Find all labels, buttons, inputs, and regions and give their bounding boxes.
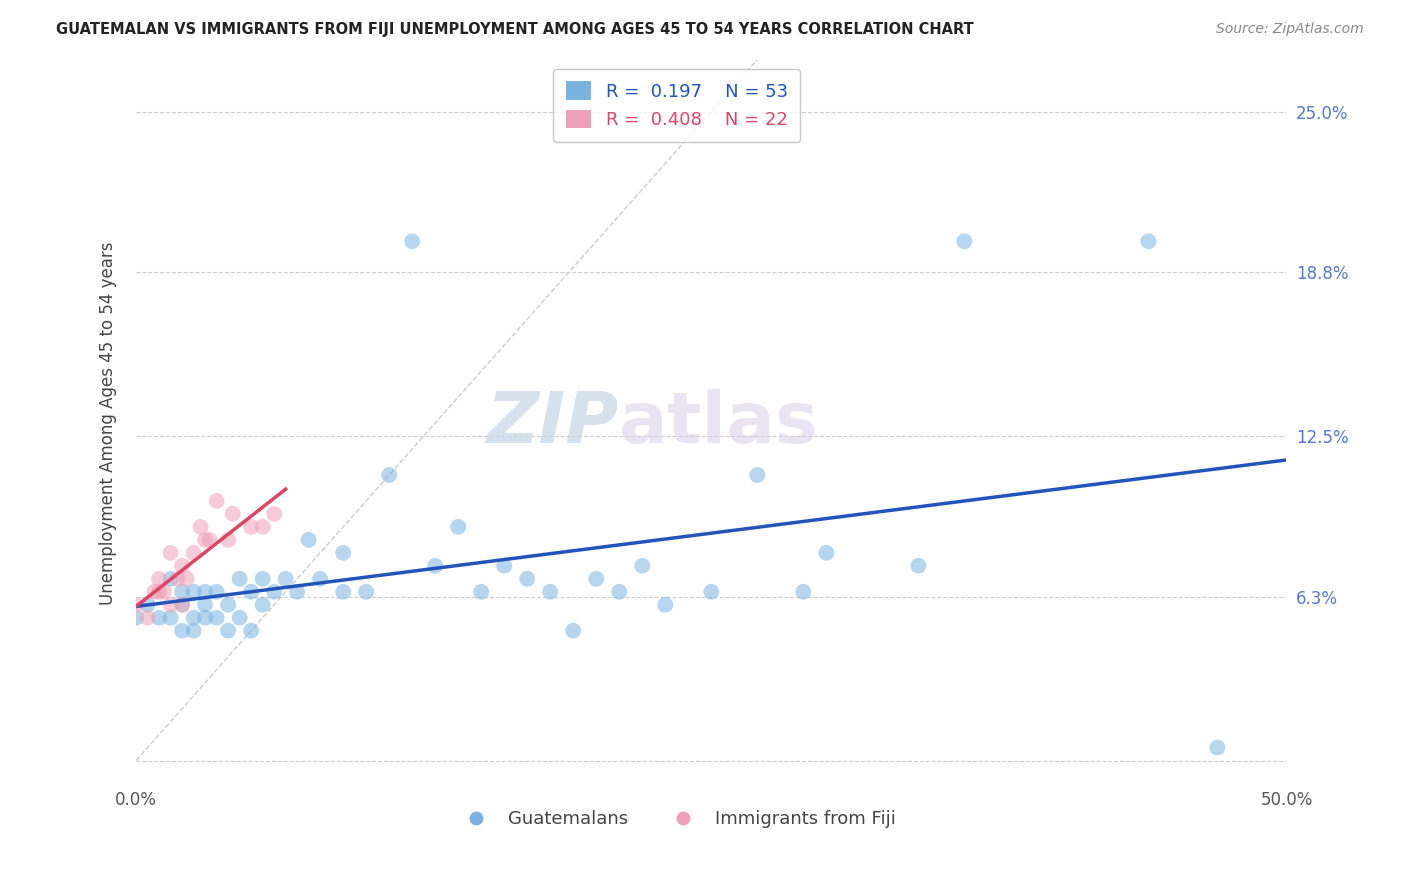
Point bbox=[176, 572, 198, 586]
Point bbox=[194, 598, 217, 612]
Point bbox=[332, 584, 354, 599]
Point bbox=[183, 584, 205, 599]
Y-axis label: Unemployment Among Ages 45 to 54 years: Unemployment Among Ages 45 to 54 years bbox=[100, 242, 117, 605]
Point bbox=[148, 572, 170, 586]
Point bbox=[700, 584, 723, 599]
Point bbox=[298, 533, 321, 547]
Point bbox=[252, 572, 274, 586]
Point bbox=[194, 584, 217, 599]
Point bbox=[217, 533, 239, 547]
Point bbox=[159, 546, 181, 560]
Point bbox=[378, 467, 401, 482]
Point bbox=[205, 494, 228, 508]
Point bbox=[194, 611, 217, 625]
Point bbox=[607, 584, 630, 599]
Text: ZIP: ZIP bbox=[486, 389, 619, 458]
Point bbox=[285, 584, 308, 599]
Point bbox=[447, 520, 470, 534]
Point bbox=[401, 235, 423, 249]
Point bbox=[654, 598, 676, 612]
Point bbox=[148, 611, 170, 625]
Point bbox=[148, 584, 170, 599]
Point bbox=[240, 624, 263, 638]
Point bbox=[172, 624, 194, 638]
Point bbox=[792, 584, 814, 599]
Point bbox=[562, 624, 585, 638]
Point bbox=[159, 572, 181, 586]
Point bbox=[125, 598, 148, 612]
Point bbox=[205, 584, 228, 599]
Point bbox=[152, 584, 174, 599]
Point bbox=[172, 558, 194, 573]
Point bbox=[172, 598, 194, 612]
Point bbox=[205, 611, 228, 625]
Point bbox=[228, 611, 250, 625]
Point bbox=[194, 533, 217, 547]
Point bbox=[136, 598, 159, 612]
Point bbox=[274, 572, 297, 586]
Point bbox=[159, 611, 181, 625]
Point bbox=[240, 520, 263, 534]
Point bbox=[217, 624, 239, 638]
Point bbox=[143, 584, 166, 599]
Point bbox=[309, 572, 332, 586]
Point bbox=[1206, 740, 1229, 755]
Point bbox=[222, 507, 245, 521]
Point bbox=[263, 584, 285, 599]
Point bbox=[125, 611, 148, 625]
Point bbox=[631, 558, 654, 573]
Point bbox=[136, 611, 159, 625]
Point bbox=[183, 546, 205, 560]
Point bbox=[183, 611, 205, 625]
Point bbox=[159, 598, 181, 612]
Point bbox=[953, 235, 976, 249]
Point bbox=[172, 584, 194, 599]
Point bbox=[217, 598, 239, 612]
Point bbox=[585, 572, 607, 586]
Point bbox=[425, 558, 447, 573]
Point bbox=[332, 546, 354, 560]
Point bbox=[252, 598, 274, 612]
Point bbox=[354, 584, 377, 599]
Point bbox=[494, 558, 516, 573]
Legend: Guatemalans, Immigrants from Fiji: Guatemalans, Immigrants from Fiji bbox=[450, 803, 903, 836]
Point bbox=[747, 467, 769, 482]
Point bbox=[815, 546, 838, 560]
Point bbox=[190, 520, 212, 534]
Text: atlas: atlas bbox=[619, 389, 820, 458]
Point bbox=[516, 572, 538, 586]
Point bbox=[166, 572, 188, 586]
Point bbox=[538, 584, 561, 599]
Point bbox=[228, 572, 250, 586]
Point bbox=[183, 624, 205, 638]
Text: GUATEMALAN VS IMMIGRANTS FROM FIJI UNEMPLOYMENT AMONG AGES 45 TO 54 YEARS CORREL: GUATEMALAN VS IMMIGRANTS FROM FIJI UNEMP… bbox=[56, 22, 974, 37]
Point bbox=[907, 558, 929, 573]
Point bbox=[263, 507, 285, 521]
Point bbox=[252, 520, 274, 534]
Point bbox=[470, 584, 492, 599]
Point bbox=[172, 598, 194, 612]
Text: Source: ZipAtlas.com: Source: ZipAtlas.com bbox=[1216, 22, 1364, 37]
Point bbox=[1137, 235, 1160, 249]
Point bbox=[240, 584, 263, 599]
Point bbox=[198, 533, 221, 547]
